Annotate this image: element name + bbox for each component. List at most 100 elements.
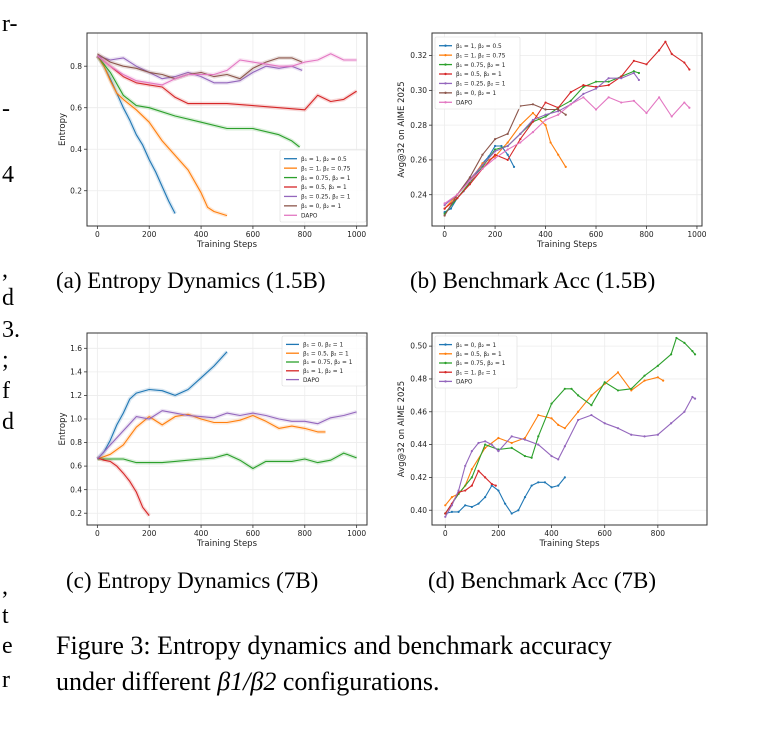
data-point [537, 481, 540, 484]
x-tick-label: 0 [443, 529, 448, 538]
y-tick-label: 0.40 [410, 506, 427, 515]
data-point [510, 446, 513, 449]
chart-entropy-1-5b: 0 200 400 600 800 1000 0.2 0.4 0.6 0.8 Training St… [0, 0, 380, 260]
data-point [683, 61, 686, 64]
data-point [530, 484, 533, 487]
x-axis-label: Training Steps [196, 240, 258, 250]
x-tick-label: 600 [598, 529, 613, 538]
y-tick-label: 0.42 [410, 473, 427, 482]
data-point [569, 91, 572, 94]
data-point [519, 132, 522, 135]
margin-fragment: r- [2, 11, 18, 37]
data-point [481, 167, 484, 170]
data-point [493, 144, 497, 148]
x-tick-label: 800 [298, 529, 313, 538]
data-point [550, 486, 553, 489]
data-point [530, 456, 533, 459]
data-point [510, 441, 513, 445]
x-tick-label: 200 [491, 529, 506, 538]
y-tick-label: 1.4 [70, 367, 82, 376]
data-point [675, 336, 678, 340]
data-point [470, 476, 473, 479]
data-point [468, 183, 471, 186]
legend-label: DAPO [456, 380, 473, 386]
series-line-1 [96, 55, 176, 214]
y-tick-label: 0.24 [410, 190, 427, 199]
plot-frame [431, 32, 703, 227]
legend-label: β₁ = 1, β₂ = 0.75 [456, 53, 506, 59]
margin-fragment: r [2, 667, 10, 693]
data-point [670, 52, 673, 55]
data-point [506, 144, 509, 148]
data-point [632, 71, 635, 75]
data-point [688, 106, 691, 109]
chart-entropy-7b: 0 200 400 600 800 1000 0.2 0.4 0.6 0.8 1.0 1.2 1.4 1.… [0, 320, 380, 560]
data-point [550, 402, 553, 405]
legend-label: β₁ = 0, β₂ = 1 [456, 91, 497, 97]
data-point [670, 115, 673, 118]
y-tick-label: 0.8 [70, 62, 82, 71]
legend-label: β₁ = 0.25, β₂ = 1 [456, 82, 506, 88]
margin-fragment: 3. [2, 317, 20, 343]
data-point [497, 450, 500, 453]
legend-label: DAPO [303, 378, 320, 384]
data-point [477, 441, 480, 445]
data-point [490, 484, 493, 487]
x-tick-label: 400 [544, 529, 559, 538]
series-line-3 [97, 452, 357, 470]
data-point [493, 157, 497, 160]
legend-label: β₁ = 0.75, β₂ = 1 [456, 63, 506, 69]
data-point [683, 341, 686, 344]
y-axis-label: Entropy [58, 412, 68, 445]
data-point [656, 376, 659, 379]
series-line-7 [97, 53, 357, 86]
data-point [519, 137, 522, 141]
legend-label: β₁ = 0, β₂ = 1 [303, 343, 344, 349]
x-tick-label: 1000 [347, 230, 366, 239]
legend-marker [444, 91, 447, 95]
data-point [493, 153, 497, 156]
data-point [630, 389, 633, 392]
data-point [506, 132, 509, 135]
series-line-4 [97, 55, 357, 111]
subcaption-d: (d) Benchmark Acc (7B) [428, 568, 657, 593]
series-line-4 [444, 41, 690, 210]
data-point [643, 435, 646, 438]
series-line-2 [444, 371, 664, 506]
series-line-1 [445, 477, 566, 515]
legend-marker [444, 343, 447, 346]
data-point [582, 85, 585, 89]
data-point [497, 436, 500, 440]
data-point [658, 96, 661, 99]
data-point [688, 68, 691, 71]
data-point [691, 395, 694, 399]
data-point [481, 164, 484, 167]
series-line-2 [97, 413, 326, 460]
data-point [490, 443, 493, 446]
data-point [630, 387, 633, 390]
data-point [616, 427, 620, 430]
y-tick-label: 0.44 [410, 440, 427, 449]
figure-caption-line2: under different β1/β2 configurations. [56, 664, 440, 700]
x-tick-label: 200 [488, 230, 503, 239]
data-point [557, 484, 560, 487]
data-point [449, 207, 453, 210]
data-point [464, 464, 467, 468]
data-point [693, 397, 697, 400]
data-point [577, 418, 580, 422]
margin-fragment: , [2, 574, 8, 600]
legend-label: β₁ = 0, β₂ = 1 [301, 204, 342, 210]
data-point [544, 115, 547, 118]
data-point [517, 509, 520, 512]
data-point [503, 502, 507, 505]
series-line-2 [444, 112, 567, 209]
data-point [450, 510, 454, 513]
data-point [557, 110, 560, 113]
data-point [537, 413, 540, 417]
data-point [607, 77, 610, 80]
data-point [543, 481, 547, 484]
data-point [557, 423, 560, 426]
legend-label: β₁ = 0.5, β₂ = 1 [456, 72, 502, 78]
y-axis-label: Entropy [58, 113, 68, 146]
x-tick-label: 200 [142, 230, 157, 239]
